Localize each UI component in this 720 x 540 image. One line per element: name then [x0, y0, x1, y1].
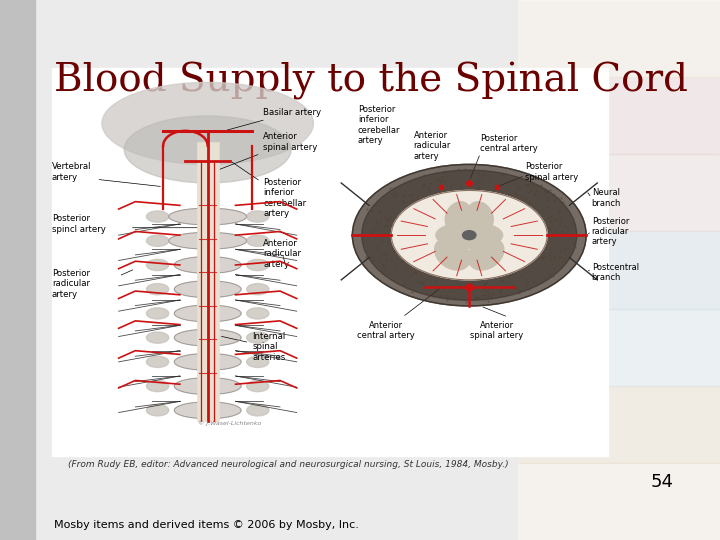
Text: Mosby items and derived items © 2006 by Mosby, Inc.: Mosby items and derived items © 2006 by … [54, 520, 359, 530]
Ellipse shape [361, 170, 577, 300]
Text: 54: 54 [651, 472, 674, 491]
Ellipse shape [247, 356, 269, 367]
Text: Anterior
radicular
artery: Anterior radicular artery [264, 239, 302, 269]
Bar [518, 77, 720, 154]
Text: Posterior
spinal artery: Posterior spinal artery [525, 162, 578, 181]
Text: Blood Supply to the Spinal Cord: Blood Supply to the Spinal Cord [54, 62, 688, 100]
Text: Posterior
spincl artery: Posterior spincl artery [52, 214, 106, 234]
Bar [518, 232, 720, 308]
Circle shape [462, 231, 476, 240]
Bar [518, 463, 720, 540]
Bar [0, 0, 35, 540]
Ellipse shape [146, 404, 168, 416]
Ellipse shape [146, 259, 168, 271]
Text: Posterior
radicular
artery: Posterior radicular artery [592, 217, 629, 246]
Ellipse shape [468, 238, 504, 270]
Bar [518, 154, 720, 232]
Ellipse shape [174, 402, 241, 418]
Ellipse shape [174, 329, 241, 346]
Ellipse shape [174, 354, 241, 370]
Ellipse shape [247, 284, 269, 295]
Text: Neural
branch: Neural branch [592, 188, 621, 207]
Ellipse shape [445, 202, 471, 231]
Text: Posterior
inferior
cerebellar
artery: Posterior inferior cerebellar artery [233, 162, 307, 218]
Ellipse shape [247, 259, 269, 271]
Text: (From Rudy EB, editor: Advanced neurological and neurosurgical nursing, St Louis: (From Rudy EB, editor: Advanced neurolog… [68, 460, 509, 469]
Text: Posterior
radicular
artery: Posterior radicular artery [52, 269, 90, 299]
Ellipse shape [247, 381, 269, 392]
Ellipse shape [146, 381, 168, 392]
Ellipse shape [146, 356, 168, 367]
Text: Posterior
inferior
cerebellar
artery: Posterior inferior cerebellar artery [358, 105, 400, 145]
Text: Vertebral
artery: Vertebral artery [52, 162, 91, 181]
Ellipse shape [392, 191, 547, 280]
Ellipse shape [146, 332, 168, 343]
Text: Anterior
spinal artery: Anterior spinal artery [216, 132, 318, 171]
Bar [197, 142, 219, 421]
Text: © J.Wasel-Lichtenko: © J.Wasel-Lichtenko [198, 421, 261, 426]
Ellipse shape [352, 164, 586, 306]
Ellipse shape [174, 281, 241, 298]
Ellipse shape [247, 404, 269, 416]
Text: Basilar artery: Basilar artery [227, 107, 321, 130]
Ellipse shape [247, 235, 269, 246]
Bar [518, 0, 720, 540]
Ellipse shape [146, 308, 168, 319]
Ellipse shape [352, 164, 586, 306]
Ellipse shape [436, 222, 503, 248]
Ellipse shape [102, 83, 313, 164]
Text: Anterior
radicular
artery: Anterior radicular artery [413, 131, 451, 160]
Ellipse shape [247, 308, 269, 319]
Text: Postcentral
branch: Postcentral branch [592, 263, 639, 282]
Bar [518, 0, 720, 77]
Ellipse shape [146, 284, 168, 295]
Ellipse shape [467, 202, 493, 231]
Ellipse shape [174, 377, 241, 394]
Ellipse shape [174, 256, 241, 273]
Text: Internal
spinal
arteries: Internal spinal arteries [222, 332, 285, 362]
Ellipse shape [247, 211, 269, 222]
Ellipse shape [247, 332, 269, 343]
Bar [52, 68, 608, 456]
Ellipse shape [168, 208, 247, 225]
Ellipse shape [146, 235, 168, 246]
Text: Posterior
central artery: Posterior central artery [480, 134, 538, 153]
Ellipse shape [435, 238, 470, 270]
Bar [518, 386, 720, 463]
Ellipse shape [168, 232, 247, 249]
Ellipse shape [124, 116, 291, 183]
Text: Anterior
central artery: Anterior central artery [357, 321, 415, 340]
Ellipse shape [174, 305, 241, 322]
Text: Anterior
spinal artery: Anterior spinal artery [470, 321, 523, 340]
Bar [518, 308, 720, 386]
Ellipse shape [146, 211, 168, 222]
